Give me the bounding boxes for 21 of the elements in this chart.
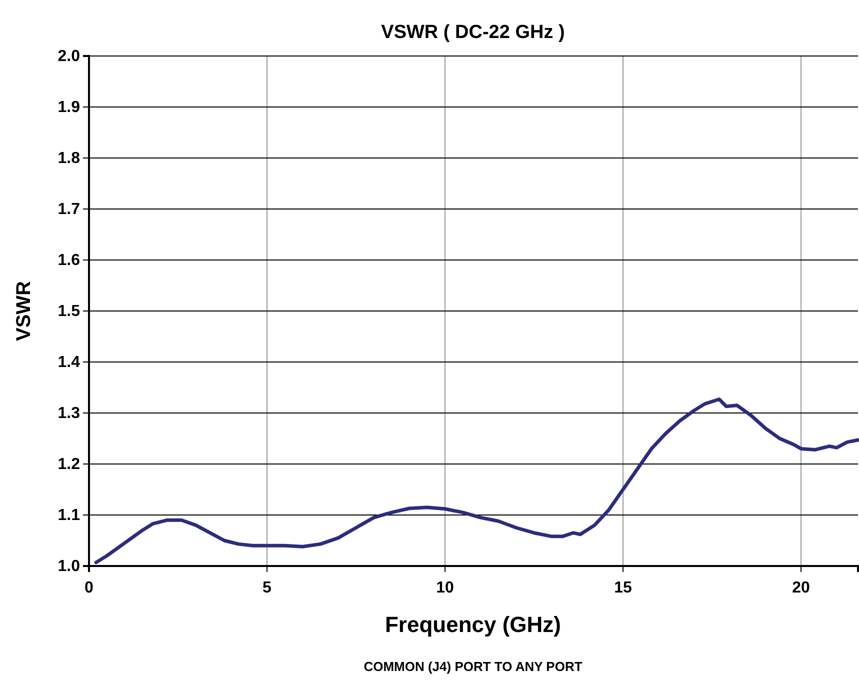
x-tick-label: 10 [436,580,454,597]
y-tick-label: 1.3 [58,405,80,422]
y-tick-label: 1.6 [58,252,80,270]
y-tick-label: 1.9 [58,99,80,116]
y-tick-label: 1.2 [58,456,80,474]
y-tick-label: 1.1 [58,507,80,524]
y-tick-label: 2.0 [58,48,80,66]
text: COMMON (J4) PORT TO ANY PORT [364,659,582,674]
y-tick-label: 1.0 [58,558,80,576]
y-axis-title: VSWR [13,280,35,341]
x-tick-label: 15 [614,580,632,597]
y-tick-label: 1.7 [58,201,80,218]
line-series [94,397,859,564]
x-axis-title: Frequency (GHz) [384,612,562,637]
y-tick-label: 1.4 [58,354,80,372]
y-tick-label: 1.8 [58,150,80,168]
chart-title: VSWR ( DC-22 GHz ) [381,22,565,43]
y-tick-label: 1.5 [58,303,80,320]
x-tick-label: 0 [84,580,94,597]
x-tick-label: 20 [792,580,810,597]
x-tick-label: 5 [262,580,272,597]
